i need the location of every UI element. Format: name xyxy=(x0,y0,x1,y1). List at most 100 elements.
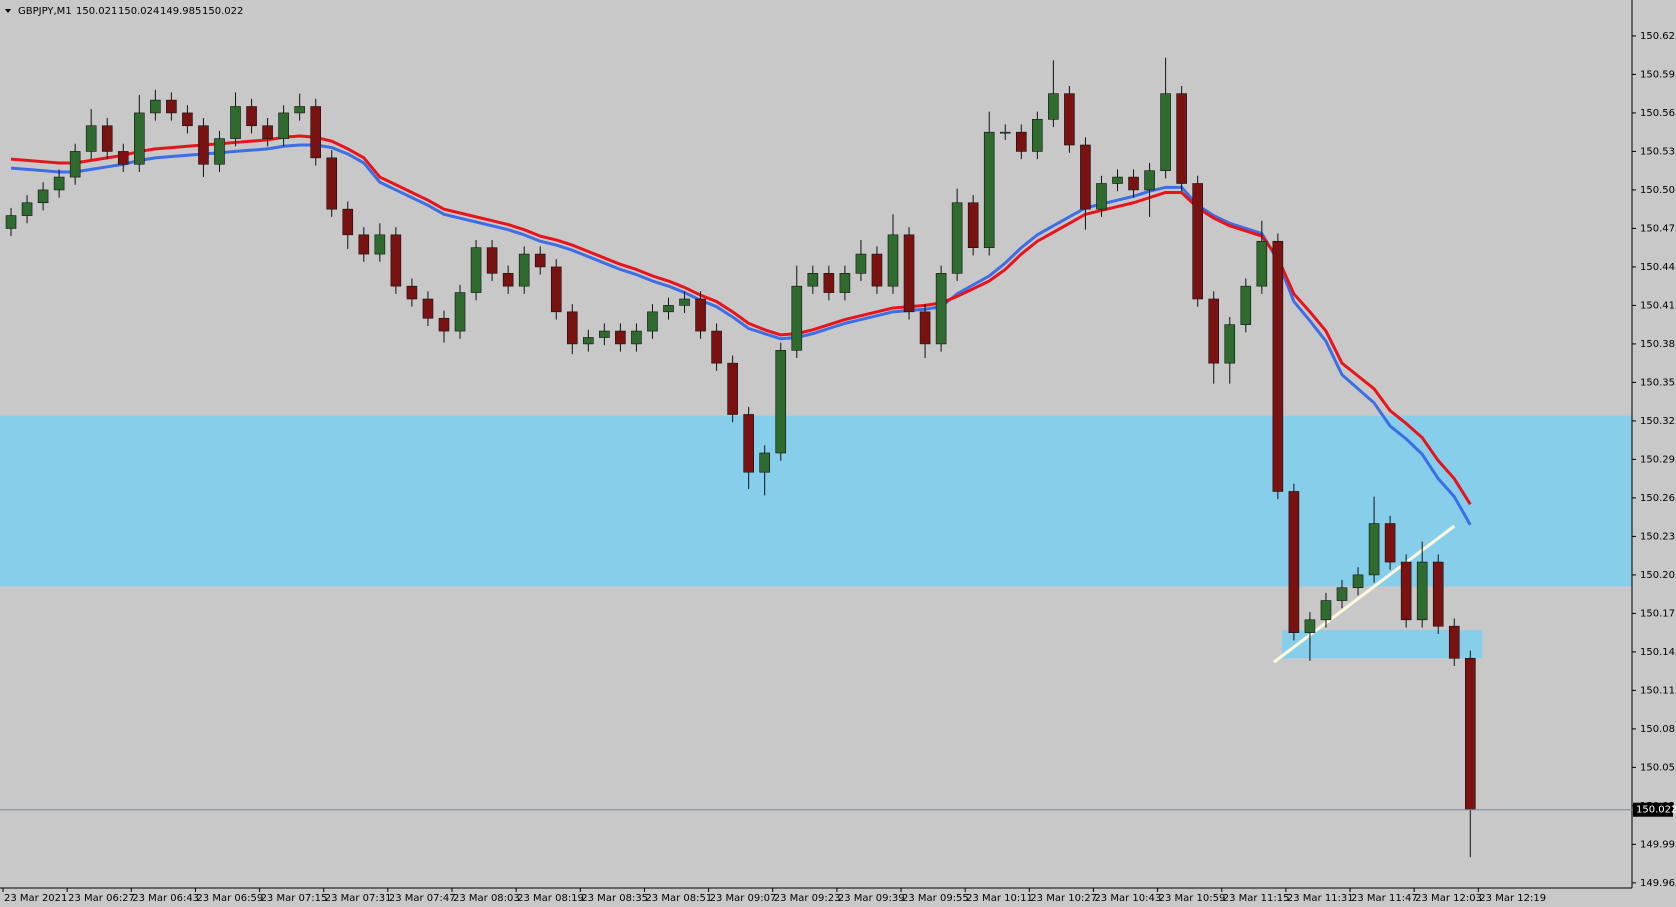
candle-body xyxy=(85,125,97,152)
x-tick-label: 23 Mar 08:19 xyxy=(517,893,584,904)
current-price-label: 150.022 xyxy=(1636,805,1676,816)
x-tick-label: 23 Mar 11:31 xyxy=(1287,893,1354,904)
candle-body xyxy=(663,305,674,313)
x-tick-label: 23 Mar 07:47 xyxy=(389,893,456,904)
candle-body xyxy=(1112,176,1123,184)
candle-body xyxy=(150,99,161,114)
candle-body xyxy=(69,151,81,178)
candle-body xyxy=(1032,119,1043,152)
candle-body xyxy=(166,99,177,114)
y-tick-label: 150.085 xyxy=(1640,724,1676,735)
candle-body xyxy=(246,106,257,127)
candle-body xyxy=(871,253,883,287)
menu-triangle[interactable] xyxy=(5,9,11,13)
candle-body xyxy=(759,452,771,473)
candle-body xyxy=(1176,93,1187,184)
x-tick-label: 23 Mar 09:55 xyxy=(902,893,969,904)
candle-body xyxy=(1015,131,1027,152)
y-tick-label: 150.565 xyxy=(1640,108,1676,119)
candle-body xyxy=(775,350,787,454)
candle-body xyxy=(1384,523,1396,563)
candle-body xyxy=(1304,619,1316,633)
x-tick-label: 23 Mar 2021 xyxy=(4,893,67,904)
x-tick-label: 23 Mar 10:27 xyxy=(1030,893,1097,904)
y-tick-label: 150.595 xyxy=(1640,69,1676,80)
candle-body xyxy=(502,273,514,287)
candle-body xyxy=(599,330,610,338)
candle-body xyxy=(342,208,354,236)
candle-body xyxy=(1288,491,1300,633)
x-tick-label: 23 Mar 11:47 xyxy=(1351,893,1418,904)
candle-body xyxy=(711,330,722,364)
candle-body xyxy=(999,131,1011,134)
candle-body xyxy=(807,273,819,287)
candle-body xyxy=(935,273,947,345)
candle-body xyxy=(679,298,690,306)
x-tick-label: 23 Mar 08:03 xyxy=(453,893,520,904)
candle-body xyxy=(695,298,706,332)
candle-body xyxy=(534,253,546,268)
x-tick-label: 23 Mar 06:43 xyxy=(132,893,199,904)
y-tick-label: 150.115 xyxy=(1640,685,1676,696)
candle-body xyxy=(615,330,626,345)
candle-body xyxy=(647,311,658,332)
candle-body xyxy=(1160,93,1171,171)
candle-body xyxy=(1416,561,1428,621)
candle-body xyxy=(887,234,899,287)
candle-body xyxy=(1128,176,1139,191)
y-tick-label: 150.265 xyxy=(1640,493,1676,504)
candle-body xyxy=(1048,93,1059,120)
y-tick-label: 149.995 xyxy=(1640,839,1676,850)
candle-body xyxy=(101,125,113,152)
candle-body xyxy=(390,234,402,287)
y-tick-label: 150.055 xyxy=(1640,762,1676,773)
candle-body xyxy=(1192,183,1203,300)
y-tick-label: 150.295 xyxy=(1640,454,1676,465)
candle-body xyxy=(117,151,129,165)
candle-body xyxy=(1464,658,1476,811)
candle-body xyxy=(21,202,33,216)
candle-body xyxy=(294,106,305,114)
candle-body xyxy=(1432,561,1444,627)
y-tick-label: 150.475 xyxy=(1640,223,1676,234)
y-tick-label: 150.535 xyxy=(1640,146,1676,157)
candle-body xyxy=(278,112,289,139)
y-tick-label: 150.235 xyxy=(1640,531,1676,542)
candle-body xyxy=(5,215,17,229)
candle-body xyxy=(198,125,209,165)
candle-body xyxy=(1208,298,1220,364)
header-ohlc-value: 149.985 xyxy=(160,6,201,17)
candle-body xyxy=(550,266,562,313)
candle-body xyxy=(454,292,466,332)
x-tick-label: 23 Mar 06:59 xyxy=(196,893,263,904)
y-tick-label: 150.415 xyxy=(1640,300,1676,311)
candle-body xyxy=(1080,144,1091,210)
candle-body xyxy=(1064,93,1075,146)
candle-body xyxy=(374,234,386,255)
y-tick-label: 150.625 xyxy=(1640,31,1676,42)
candle-body xyxy=(53,176,65,191)
candle-body xyxy=(326,157,338,210)
y-tick-label: 150.505 xyxy=(1640,185,1676,196)
candle-body xyxy=(134,112,145,165)
y-tick-label: 150.175 xyxy=(1640,608,1676,619)
candle-body xyxy=(1448,625,1460,659)
candle-body xyxy=(967,202,979,248)
candle-body xyxy=(839,273,851,293)
x-tick-label: 23 Mar 10:43 xyxy=(1094,893,1161,904)
candle-body xyxy=(1368,523,1380,576)
candle-body xyxy=(182,112,193,127)
candle-body xyxy=(1400,561,1412,621)
moving-average xyxy=(10,134,1472,506)
candle-body xyxy=(1224,324,1236,364)
candle-body xyxy=(230,106,241,139)
candle-body xyxy=(727,362,738,415)
x-tick-label: 23 Mar 10:11 xyxy=(966,893,1033,904)
zone xyxy=(1281,630,1483,659)
x-tick-label: 23 Mar 09:07 xyxy=(710,893,777,904)
candle-body xyxy=(1320,600,1332,621)
x-tick-label: 23 Mar 12:03 xyxy=(1415,893,1482,904)
candle-body xyxy=(262,125,273,139)
